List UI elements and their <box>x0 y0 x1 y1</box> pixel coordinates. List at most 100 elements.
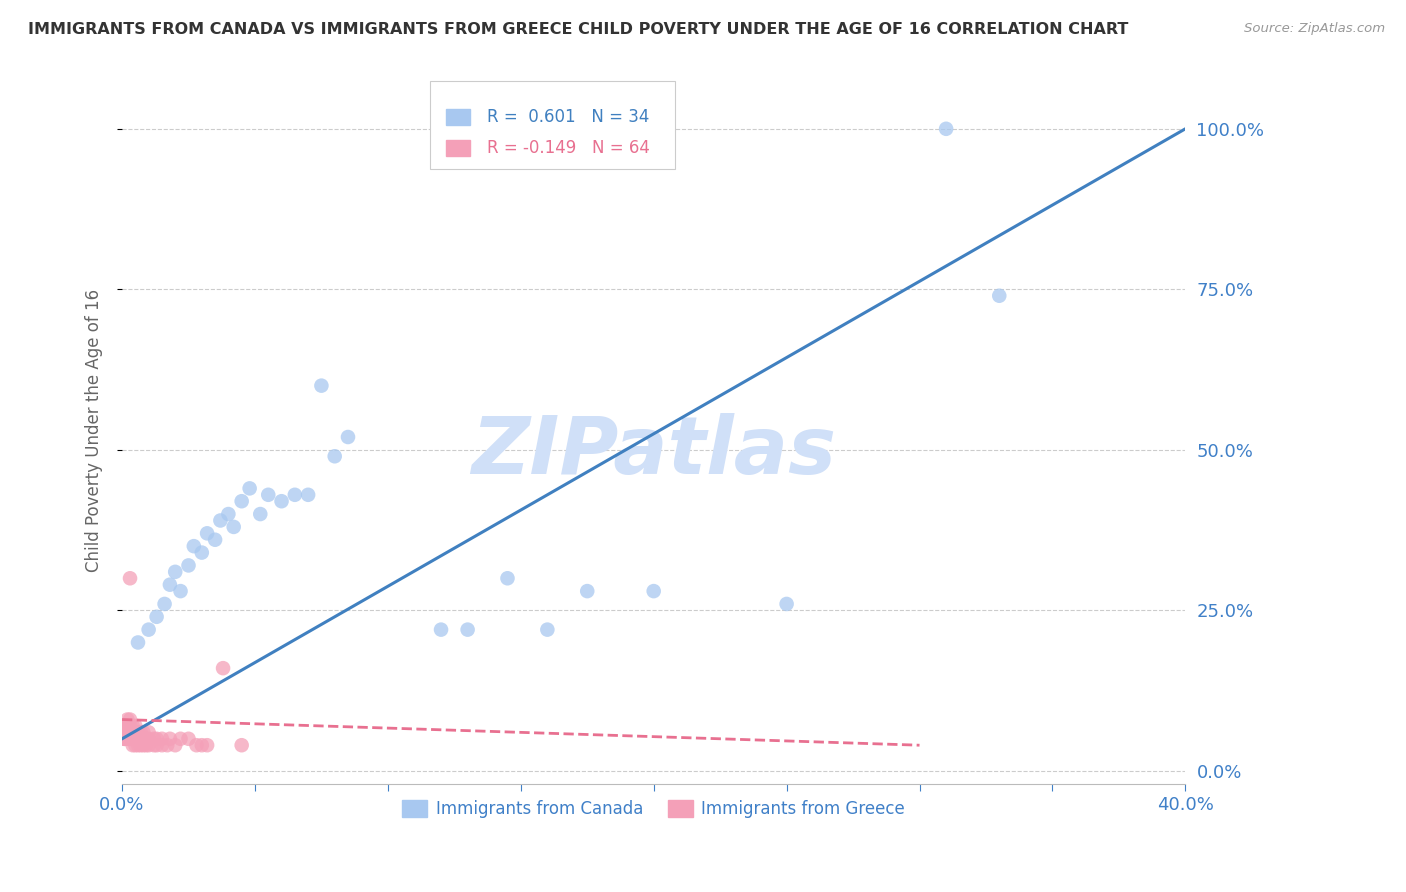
Point <box>118 725 141 739</box>
Point <box>117 713 139 727</box>
Point <box>138 738 160 752</box>
Point <box>114 719 136 733</box>
Point <box>177 558 200 573</box>
Point <box>191 545 214 559</box>
Point <box>138 725 160 739</box>
Point <box>129 731 152 746</box>
Point <box>159 577 181 591</box>
Point <box>124 731 146 746</box>
Point <box>183 539 205 553</box>
Point <box>121 719 143 733</box>
Point <box>124 725 146 739</box>
Point <box>117 731 139 746</box>
Point <box>150 731 173 746</box>
Point <box>222 520 245 534</box>
Point <box>118 731 141 746</box>
Point <box>114 731 136 746</box>
Point <box>496 571 519 585</box>
Point <box>114 731 136 746</box>
FancyBboxPatch shape <box>430 81 675 169</box>
Text: R =  0.601   N = 34: R = 0.601 N = 34 <box>486 108 650 126</box>
Point <box>132 738 155 752</box>
Point <box>127 731 149 746</box>
Point <box>337 430 360 444</box>
Point <box>297 488 319 502</box>
Point <box>145 738 167 752</box>
Point <box>129 725 152 739</box>
Point <box>124 738 146 752</box>
Point <box>117 731 139 746</box>
Point <box>150 738 173 752</box>
Point <box>212 661 235 675</box>
Point <box>169 584 191 599</box>
Text: R = -0.149   N = 64: R = -0.149 N = 64 <box>486 139 650 157</box>
Point <box>127 725 149 739</box>
Point <box>117 725 139 739</box>
Point <box>114 725 136 739</box>
Point <box>138 731 160 746</box>
Point <box>129 738 152 752</box>
Point <box>284 488 307 502</box>
Point <box>114 725 136 739</box>
Point <box>117 719 139 733</box>
Point <box>536 623 558 637</box>
Legend: Immigrants from Canada, Immigrants from Greece: Immigrants from Canada, Immigrants from … <box>395 793 911 825</box>
Point <box>186 738 208 752</box>
Point <box>204 533 226 547</box>
Point <box>118 719 141 733</box>
Point <box>323 450 346 464</box>
Point <box>576 584 599 599</box>
Point <box>117 719 139 733</box>
Point <box>121 738 143 752</box>
Point <box>169 731 191 746</box>
Bar <box>446 109 470 125</box>
Point <box>124 731 146 746</box>
Point <box>988 289 1011 303</box>
Point <box>132 731 155 746</box>
Point <box>249 507 271 521</box>
Point <box>127 731 149 746</box>
Point <box>145 731 167 746</box>
Point <box>209 513 232 527</box>
Point <box>114 725 136 739</box>
Text: ZIPatlas: ZIPatlas <box>471 413 837 491</box>
Point <box>217 507 239 521</box>
Point <box>156 738 179 752</box>
Point <box>430 623 453 637</box>
Point <box>142 738 165 752</box>
Point <box>132 725 155 739</box>
Point <box>118 713 141 727</box>
Point <box>311 378 333 392</box>
Point <box>135 731 157 746</box>
Point <box>145 609 167 624</box>
Point <box>118 571 141 585</box>
Point <box>114 731 136 746</box>
Bar <box>446 140 470 155</box>
Point <box>121 731 143 746</box>
Point <box>127 635 149 649</box>
Point <box>257 488 280 502</box>
Point <box>270 494 292 508</box>
Point <box>117 731 139 746</box>
Point <box>231 494 253 508</box>
Point <box>643 584 665 599</box>
Point <box>935 121 957 136</box>
Y-axis label: Child Poverty Under the Age of 16: Child Poverty Under the Age of 16 <box>86 289 103 572</box>
Point <box>177 731 200 746</box>
Point <box>118 725 141 739</box>
Text: Source: ZipAtlas.com: Source: ZipAtlas.com <box>1244 22 1385 36</box>
Point <box>124 719 146 733</box>
Point <box>159 731 181 746</box>
Point <box>138 623 160 637</box>
Point <box>457 623 479 637</box>
Point <box>114 731 136 746</box>
Point <box>121 725 143 739</box>
Point <box>135 738 157 752</box>
Point <box>165 565 187 579</box>
Point <box>775 597 797 611</box>
Point <box>195 526 218 541</box>
Point <box>191 738 214 752</box>
Point <box>195 738 218 752</box>
Point <box>117 725 139 739</box>
Point <box>231 738 253 752</box>
